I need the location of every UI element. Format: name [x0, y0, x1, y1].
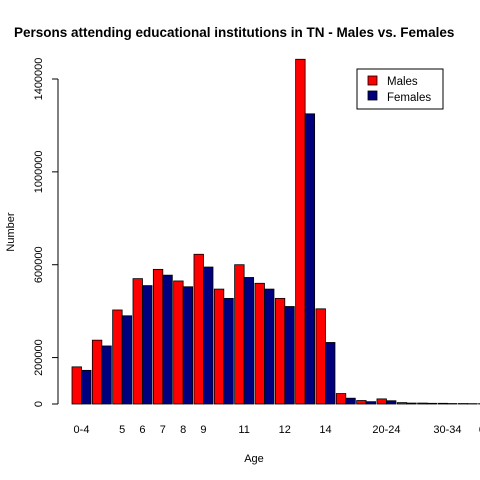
bar-females-2 [121, 315, 133, 405]
x-tick-label: 11 [238, 424, 249, 436]
y-ticks: 0 200000 600000 1000000 1400000 [33, 58, 58, 407]
bar-females-6 [203, 266, 214, 405]
legend-label-females: Females [387, 92, 431, 104]
x-axis-label: Age [244, 453, 264, 465]
bar-groups [71, 58, 480, 405]
bar-males-13 [335, 393, 347, 405]
legend-label-males: Males [387, 76, 418, 88]
bar-females-11 [304, 113, 316, 405]
x-tick-label: 9 [200, 424, 206, 436]
chart-title: Persons attending educational institutio… [14, 25, 454, 40]
x-tick-label: 60+ [479, 424, 480, 436]
bar-males-15 [376, 398, 387, 405]
bar-males-9 [254, 282, 265, 405]
bar-males-6 [193, 253, 204, 405]
bar-females-7 [223, 297, 234, 405]
bar-females-9 [264, 288, 275, 405]
y-tick-label: 200000 [33, 339, 45, 376]
legend-swatch-males [367, 75, 378, 86]
bar-females-16 [406, 402, 417, 405]
y-tick-label: 600000 [33, 246, 45, 283]
bar-females-13 [345, 397, 356, 405]
bar-males-11 [295, 58, 306, 405]
bar-females-5 [182, 286, 194, 405]
bar-females-4 [162, 274, 173, 405]
bar-females-1 [101, 345, 112, 405]
x-tick-labels: 0-4 5 6 7 8 9 11 12 14 20-24 30-34 60+ [74, 424, 480, 436]
bar-females-3 [142, 285, 153, 405]
x-tick-label: 6 [139, 424, 145, 436]
legend-box [356, 68, 444, 110]
bar-males-12 [315, 308, 326, 405]
bar-males-0 [71, 366, 82, 405]
bar-males-2 [112, 309, 123, 405]
bar-females-0 [81, 369, 92, 405]
x-tick-label: 30-34 [433, 424, 461, 436]
bar-males-1 [91, 339, 103, 405]
legend: Males Females [356, 68, 444, 110]
y-tick-label: 1000000 [33, 150, 45, 193]
x-tick-label: 12 [279, 424, 291, 436]
bar-females-17 [426, 402, 438, 405]
bar-males-16 [396, 402, 408, 405]
x-tick-label: 8 [180, 424, 186, 436]
bar-males-4 [152, 268, 164, 405]
y-axis-label: Number [5, 212, 17, 251]
bar-males-3 [132, 278, 143, 405]
bar-males-8 [234, 264, 245, 405]
y-tick-label: 0 [33, 401, 45, 407]
y-axis: 0 200000 600000 1000000 1400000 [33, 58, 59, 407]
bar-males-17 [417, 402, 428, 405]
bar-females-14 [365, 401, 377, 405]
bar-females-15 [386, 400, 397, 405]
bar-males-18 [437, 402, 448, 405]
x-tick-label: 7 [160, 424, 166, 436]
bar-females-10 [284, 306, 295, 405]
bar-males-14 [356, 400, 367, 405]
x-tick-label: 20-24 [372, 424, 400, 436]
legend-swatch-females [367, 90, 378, 101]
bar-males-5 [173, 280, 184, 405]
bar-males-10 [274, 297, 286, 405]
bar-females-8 [243, 277, 255, 405]
x-tick-label: 14 [319, 424, 331, 436]
bar-females-12 [325, 342, 336, 405]
y-tick-label: 1400000 [33, 58, 45, 101]
x-tick-label: 5 [119, 424, 125, 436]
bar-males-7 [213, 288, 225, 405]
x-tick-label: 0-4 [74, 424, 90, 436]
